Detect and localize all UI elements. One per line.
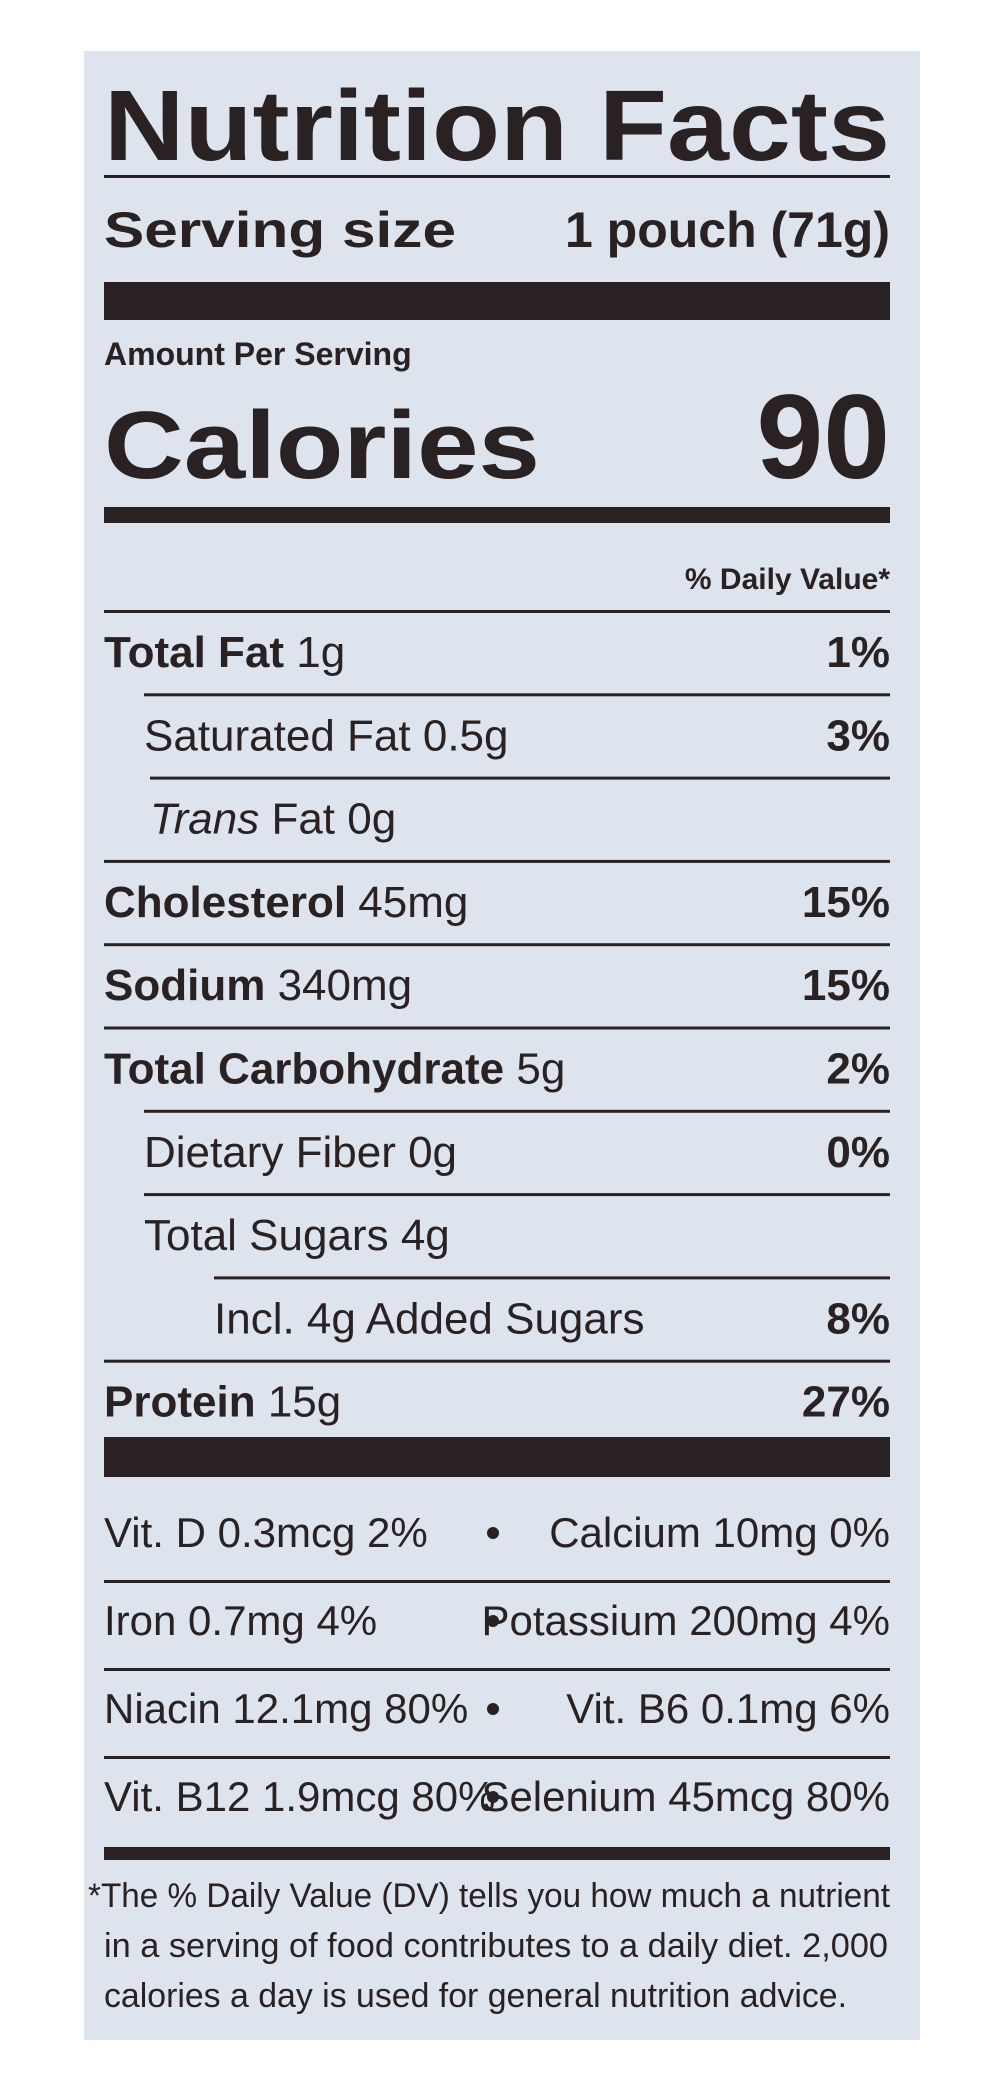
- rule: [104, 1359, 890, 1363]
- vitamin: Vit. D 0.3mcg 2%: [104, 1509, 428, 1556]
- bullet: [487, 1527, 499, 1539]
- nutrient-dv: 1%: [826, 628, 890, 677]
- nutrient-dv: 3%: [826, 711, 890, 760]
- nutrient-name: Saturated Fat: [144, 711, 411, 760]
- rule: [104, 175, 890, 178]
- rule: [144, 1109, 890, 1113]
- nutrient-name: Incl. 4g Added Sugars: [214, 1294, 645, 1343]
- vitamin: Vit. B12 1.9mcg 80%: [104, 1773, 495, 1820]
- nutrient-dv: 15%: [802, 961, 890, 1010]
- rule: [104, 1026, 890, 1030]
- bullet: [487, 1703, 499, 1715]
- calories-value: 90: [757, 370, 890, 504]
- nutrient: Saturated Fat 0.5g: [144, 711, 508, 760]
- nutrient-name: Cholesterol: [104, 878, 346, 927]
- nutrient: Protein 15g: [104, 1378, 341, 1427]
- rule: [214, 1276, 890, 1280]
- nutrient-name: Total Sugars: [144, 1211, 389, 1260]
- dv-header: % Daily Value*: [685, 563, 890, 596]
- rule: [150, 776, 890, 780]
- nutrient-amount: 45mg: [358, 878, 468, 927]
- serving-label: Serving size: [104, 202, 456, 258]
- nutrient-dv: 15%: [802, 878, 890, 927]
- rule: [104, 943, 890, 947]
- nutrient-name: Dietary Fiber: [144, 1128, 396, 1177]
- rule: [104, 1756, 890, 1759]
- label-panel: [84, 51, 920, 2040]
- nutrient-dv: 0%: [826, 1128, 890, 1177]
- serving-value: 1 pouch (71g): [565, 202, 890, 258]
- nutrient-amount: 0g: [347, 795, 396, 844]
- vitamin: Potassium 200mg 4%: [481, 1597, 890, 1644]
- rule: [144, 693, 890, 697]
- nutrient-dv: 8%: [826, 1294, 890, 1343]
- nutrient: Incl. 4g Added Sugars: [214, 1294, 645, 1343]
- rule: [104, 859, 890, 863]
- nutrient: Sodium 340mg: [104, 961, 412, 1010]
- nutrient: Total Fat 1g: [104, 628, 345, 677]
- vitamin: Calcium 10mg 0%: [549, 1509, 890, 1556]
- rule: [144, 1193, 890, 1197]
- footnote: *The % Daily Value (DV) tells you how mu…: [88, 1877, 891, 1915]
- nutrient: Total Sugars 4g: [144, 1211, 450, 1260]
- nutrient-name: Protein: [104, 1378, 256, 1427]
- nutrient-amount: 0.5g: [423, 711, 509, 760]
- nutrient: Cholesterol 45mg: [104, 878, 468, 927]
- bullet: [487, 1791, 499, 1803]
- vitamin: Vit. B6 0.1mg 6%: [566, 1685, 890, 1732]
- vitamin: Niacin 12.1mg 80%: [104, 1685, 468, 1732]
- nutrient-name: Total Carbohydrate: [104, 1045, 504, 1094]
- nutrient-name: Total Fat: [104, 628, 284, 677]
- nutrient-amount: 5g: [516, 1045, 565, 1094]
- amount-per-serving: Amount Per Serving: [104, 336, 412, 372]
- nutrient: Total Carbohydrate 5g: [104, 1045, 565, 1094]
- calories-label: Calories: [104, 392, 540, 499]
- nutrient-dv: 27%: [802, 1378, 890, 1427]
- nutrient-italic: Trans: [150, 795, 259, 844]
- rule: [104, 1580, 890, 1583]
- nutrient: Dietary Fiber 0g: [144, 1128, 457, 1177]
- nutrient-amount: 1g: [296, 628, 345, 677]
- nutrient-amount: 0g: [408, 1128, 457, 1177]
- rule: [104, 1668, 890, 1671]
- nutrient-amount: 340mg: [278, 961, 413, 1010]
- footnote: calories a day is used for general nutri…: [104, 1977, 847, 2015]
- nutrient-name: Sodium: [104, 961, 265, 1010]
- vitamin: Selenium 45mcg 80%: [481, 1773, 890, 1820]
- vitamin: Iron 0.7mg 4%: [104, 1597, 377, 1644]
- title: Nutrition Facts: [104, 70, 890, 182]
- rule: [104, 1847, 890, 1860]
- nutrient-amount: 4g: [401, 1211, 450, 1260]
- nutrient-name: Fat: [271, 795, 335, 844]
- footnote: in a serving of food contributes to a da…: [104, 1927, 888, 1965]
- rule: [104, 610, 890, 613]
- rule: [104, 507, 890, 523]
- nutrient: Trans Fat 0g: [150, 795, 396, 844]
- bullet: [487, 1615, 499, 1627]
- nutrient-dv: 2%: [826, 1045, 890, 1094]
- rule: [104, 1437, 890, 1477]
- nutrient-amount: 15g: [268, 1378, 341, 1427]
- rule: [104, 282, 890, 320]
